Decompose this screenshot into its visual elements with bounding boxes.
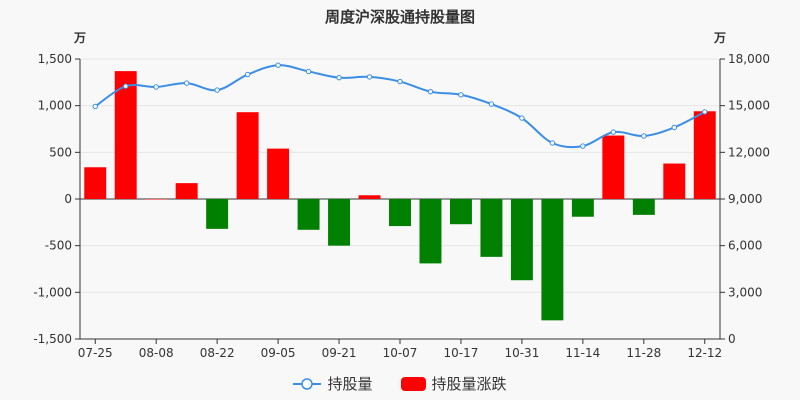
holdings-point (153, 84, 159, 90)
left-axis: -1,500 -1,000 -500 0 500 1,000 1,500 (33, 52, 81, 346)
left-tick-label: 0 (64, 192, 72, 206)
holdings-point (244, 71, 251, 78)
change-bar (693, 111, 716, 199)
change-bar (419, 199, 442, 264)
left-tick-label: -1,500 (33, 332, 72, 346)
change-bar (480, 199, 503, 257)
chart-title: 周度沪深股通持股量图 (324, 8, 475, 26)
right-axis: 0 3,000 6,000 9,000 12,000 15,000 18,000 (719, 52, 770, 346)
legend-label-holdings: 持股量 (327, 375, 373, 393)
holdings-point (641, 133, 647, 139)
holdings-line-path (94, 64, 706, 149)
right-tick-label: 0 (728, 332, 736, 346)
holdings-point (458, 92, 464, 98)
change-bar (84, 167, 107, 199)
change-bar (267, 148, 290, 199)
x-tick-label: 11-28 (626, 346, 661, 360)
x-tick-label: 08-08 (139, 346, 174, 360)
holdings-point (275, 62, 281, 68)
change-bar (358, 195, 381, 199)
left-tick-label: -500 (45, 239, 72, 253)
left-unit-label: 万 (73, 31, 86, 45)
change-bar (449, 199, 472, 225)
change-bar (541, 199, 564, 321)
legend-item-holdings[interactable]: 持股量 (293, 373, 373, 394)
x-tick-label: 07-25 (78, 346, 113, 360)
holdings-point (183, 80, 190, 86)
change-bar (175, 183, 198, 199)
bar-swatch-icon (400, 376, 426, 391)
x-tick-label: 12-12 (687, 346, 722, 360)
change-bar (663, 163, 686, 199)
x-tick-label: 09-21 (322, 346, 357, 360)
x-tick-label: 10-17 (444, 346, 479, 360)
right-tick-label: 15,000 (728, 99, 770, 113)
left-tick-label: 1,500 (38, 52, 72, 66)
change-bar (145, 199, 168, 200)
holdings-point (397, 78, 403, 85)
legend: 持股量 持股量涨跌 (0, 373, 800, 394)
line-marker-icon (293, 377, 322, 390)
left-tick-label: 1,000 (38, 99, 72, 113)
change-bar (206, 199, 229, 229)
holdings-point (549, 140, 556, 146)
legend-item-change[interactable]: 持股量涨跌 (400, 373, 507, 394)
legend-label-change: 持股量涨跌 (431, 375, 507, 393)
right-tick-label: 18,000 (728, 52, 770, 66)
holdings-point (427, 88, 434, 95)
change-bar (236, 112, 259, 199)
holdings-point (702, 109, 708, 115)
change-bar (389, 199, 411, 227)
change-bar (571, 199, 594, 217)
change-bar (328, 199, 351, 246)
change-bar (632, 199, 655, 215)
change-bar (114, 71, 137, 199)
holdings-point (366, 74, 373, 80)
x-tick-label: 08-22 (200, 346, 235, 360)
right-tick-label: 3,000 (728, 285, 762, 299)
left-tick-label: 500 (49, 145, 72, 159)
combo-chart: -1,500 -1,000 -500 0 500 1,000 1,500 0 3,000 6,0… (33, 31, 770, 360)
change-bar (602, 135, 625, 199)
holdings-line (92, 62, 708, 149)
change-bar (297, 199, 320, 230)
x-tick-label: 10-07 (383, 346, 418, 360)
holdings-point (336, 74, 342, 81)
holdings-point (214, 87, 220, 93)
holdings-point (488, 101, 495, 107)
left-tick-label: -1,000 (33, 285, 72, 299)
right-unit-label: 万 (713, 31, 726, 45)
holdings-point (305, 68, 312, 75)
x-tick-label: 09-05 (261, 346, 296, 360)
holdings-point (580, 143, 586, 149)
right-tick-label: 9,000 (728, 192, 762, 206)
right-tick-label: 6,000 (728, 239, 762, 253)
right-tick-label: 12,000 (728, 145, 770, 159)
change-bar (510, 199, 533, 281)
x-tick-label: 11-14 (565, 346, 600, 360)
holdings-point (610, 129, 617, 135)
holdings-point (123, 83, 129, 89)
holdings-point (92, 103, 98, 110)
holdings-point (519, 115, 525, 121)
change-bars (84, 71, 716, 321)
holdings-point (671, 124, 677, 131)
x-tick-label: 10-31 (504, 346, 539, 360)
